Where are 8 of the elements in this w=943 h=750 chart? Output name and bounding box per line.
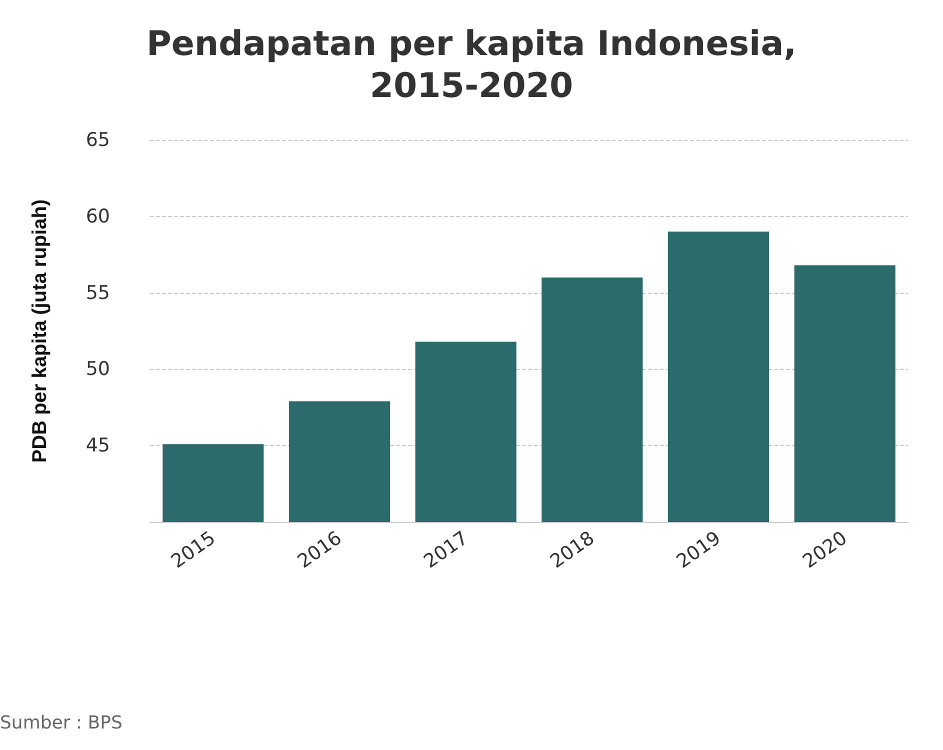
y-tick-label: 55 — [86, 282, 110, 304]
y-tick-label: 45 — [86, 434, 110, 457]
text: Sumber : BPS — [0, 712, 122, 734]
y-axis-title: PDB per kapita (juta rupiah) — [29, 199, 51, 463]
y-tick-label: 65 — [86, 129, 110, 151]
y-tick-label: 60 — [86, 205, 110, 228]
chart-title: Pendapatan per kapita Indonesia, 2015-2020 — [146, 24, 797, 106]
y-tick-label: 50 — [86, 358, 110, 380]
